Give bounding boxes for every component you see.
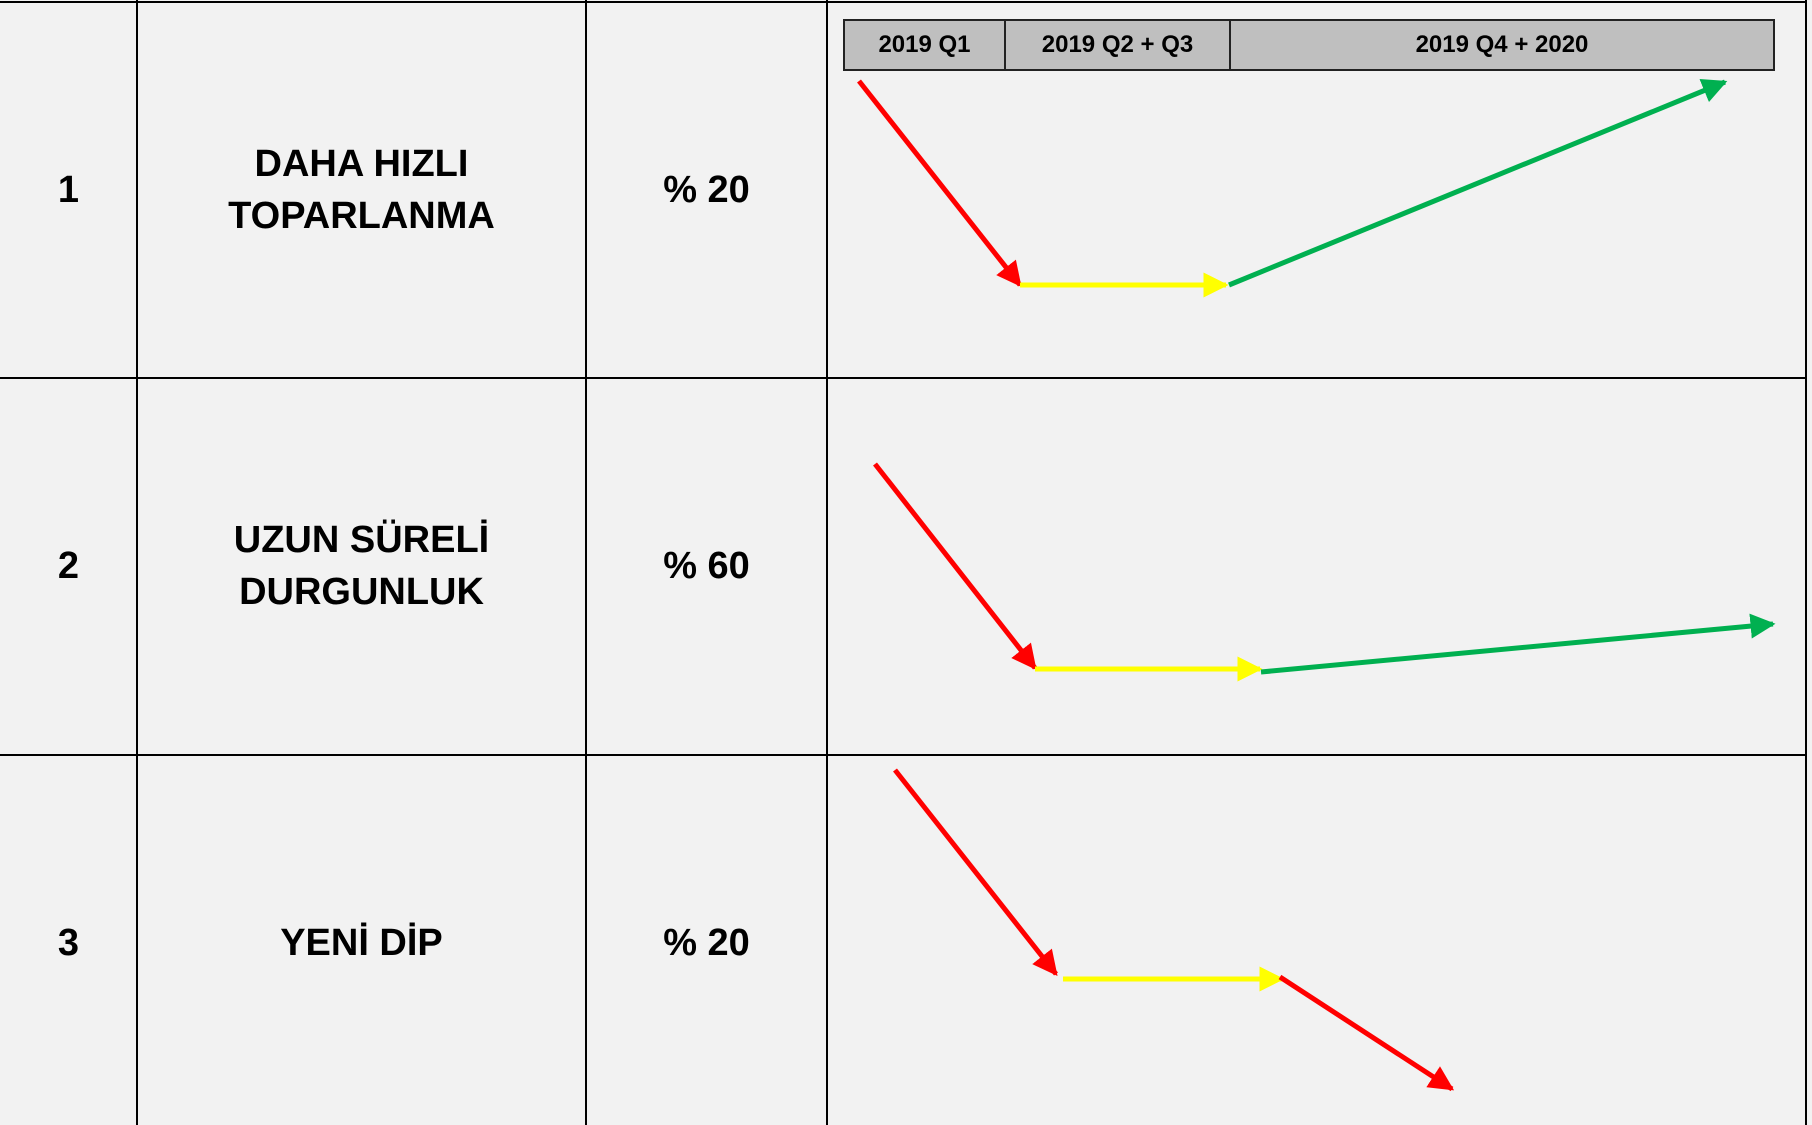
- scenario-name: DAHA HIZLI TOPARLANMA: [137, 2, 586, 378]
- row-number: 1: [0, 2, 137, 378]
- probability: % 60: [586, 378, 827, 754]
- text-line: 3: [57, 922, 80, 964]
- probability: % 20: [586, 755, 827, 1125]
- timeline-header: 2019 Q2 + Q3: [1004, 19, 1231, 71]
- text-line: % 20: [663, 169, 750, 211]
- probability: % 20: [586, 2, 827, 378]
- scenario-name: UZUN SÜRELİ DURGUNLUK: [137, 378, 586, 754]
- timeline-header: 2019 Q4 + 2020: [1229, 19, 1775, 71]
- arrows: [857, 78, 1776, 1092]
- text-line: YENİ DİP: [280, 922, 443, 964]
- text-line: DURGUNLUK: [239, 571, 484, 613]
- text-line: TOPARLANMA: [228, 195, 495, 237]
- row-number: 2: [0, 378, 137, 754]
- text-line: DAHA HIZLI: [254, 143, 469, 185]
- timeline-header: 2019 Q1: [843, 19, 1006, 71]
- row-number: 3: [0, 755, 137, 1125]
- text-line: % 60: [663, 545, 750, 587]
- text-line: % 20: [663, 922, 750, 964]
- text-line: UZUN SÜRELİ: [233, 519, 490, 561]
- text-line: 2: [57, 545, 80, 587]
- scenario-name: YENİ DİP: [137, 755, 586, 1125]
- text-line: 1: [57, 169, 80, 211]
